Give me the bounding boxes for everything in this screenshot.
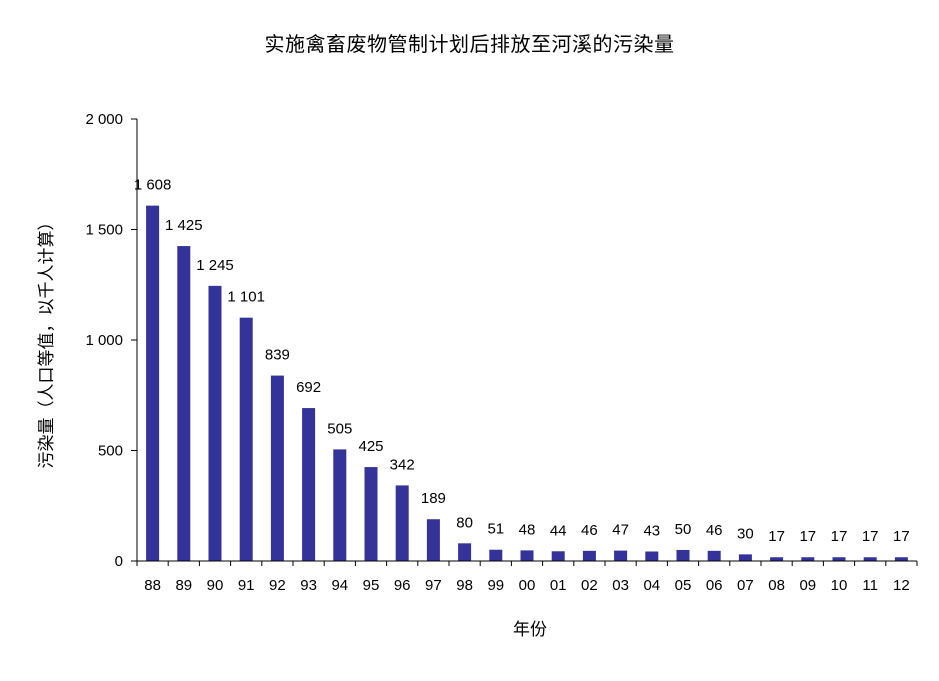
data-label: 1 245 (196, 257, 234, 274)
data-label: 17 (768, 528, 785, 545)
x-tick-label: 09 (799, 577, 816, 594)
data-label: 47 (612, 522, 629, 539)
x-tick-label: 10 (831, 577, 848, 594)
x-tick-label: 93 (300, 577, 317, 594)
y-tick-label: 500 (98, 443, 123, 460)
x-tick-label: 88 (144, 577, 161, 594)
x-tick-label: 94 (331, 577, 348, 594)
data-label: 80 (456, 514, 473, 531)
data-label: 1 101 (227, 289, 265, 306)
data-label: 17 (862, 528, 879, 545)
bar (208, 285, 222, 561)
bar (676, 549, 690, 561)
y-axis-title: 污染量（人口等值，以千人计算） (37, 214, 57, 469)
x-tick-label: 98 (456, 577, 473, 594)
x-tick-label: 89 (175, 577, 192, 594)
x-tick-label: 02 (581, 577, 598, 594)
x-tick-label: 05 (675, 577, 692, 594)
bar (832, 557, 846, 561)
bar (177, 246, 191, 561)
bar (302, 408, 316, 561)
bar (395, 485, 409, 561)
bar (364, 467, 378, 561)
bar (551, 551, 565, 561)
bar (801, 557, 815, 561)
x-axis: 88 89 90 91 92 93 94 95 96 97 98 99 00 01 02 03 04 05 06 07… (136, 560, 918, 594)
x-tick-label: 95 (363, 577, 380, 594)
data-label: 1 425 (165, 217, 203, 234)
bar (146, 205, 160, 561)
data-label: 17 (893, 528, 910, 545)
bar (270, 375, 284, 561)
bar (239, 317, 253, 561)
data-label: 51 (487, 521, 504, 538)
x-axis-title: 年份 (513, 620, 547, 640)
x-tick-label: 03 (612, 577, 629, 594)
bar (426, 519, 440, 561)
data-label: 839 (265, 347, 290, 364)
data-label: 17 (799, 528, 816, 545)
x-tick-label: 90 (207, 577, 224, 594)
data-label: 30 (737, 525, 754, 542)
bar (333, 449, 347, 561)
bar (458, 543, 472, 561)
y-tick-label: 0 (115, 553, 123, 570)
x-tick-label: 04 (643, 577, 660, 594)
data-label: 50 (675, 521, 692, 538)
bar (520, 550, 534, 561)
data-label: 189 (421, 490, 446, 507)
bar (489, 549, 503, 561)
x-tick-label: 07 (737, 577, 754, 594)
chart-title: 实施禽畜废物管制计划后排放至河溪的污染量 (264, 32, 675, 56)
x-tick-label: 11 (862, 577, 878, 594)
data-label: 43 (643, 522, 660, 539)
data-label: 46 (581, 522, 598, 539)
data-label: 505 (327, 420, 352, 437)
data-label: 46 (706, 522, 723, 539)
bar (738, 554, 752, 561)
x-tick-label: 01 (550, 577, 567, 594)
data-label: 342 (390, 456, 415, 473)
data-label: 17 (831, 528, 848, 545)
x-tick-label: 97 (425, 577, 442, 594)
x-tick-label: 91 (238, 577, 255, 594)
y-tick-label: 2 000 (85, 111, 123, 128)
x-tick-label: 96 (394, 577, 411, 594)
data-label: 48 (519, 521, 536, 538)
bar (614, 550, 628, 561)
y-axis: 0 500 1 000 1 500 2 000 (85, 111, 138, 570)
x-tick-label: 99 (487, 577, 504, 594)
bars: 1 608 1 425 1 245 1 101 839 692 505 425 342 189 80… (134, 177, 910, 561)
x-tick-label: 00 (519, 577, 536, 594)
x-tick-label: 12 (893, 577, 910, 594)
bar (707, 550, 721, 561)
data-label: 425 (358, 438, 383, 455)
data-label: 692 (296, 379, 321, 396)
data-label: 44 (550, 522, 567, 539)
y-tick-label: 1 500 (85, 222, 123, 239)
bar (582, 550, 596, 561)
y-tick-label: 1 000 (85, 332, 123, 349)
x-tick-label: 92 (269, 577, 286, 594)
x-tick-label: 08 (768, 577, 785, 594)
data-label: 1 608 (134, 177, 172, 194)
bar (894, 557, 908, 561)
bar (645, 551, 659, 561)
bar (770, 557, 784, 561)
x-tick-label: 06 (706, 577, 723, 594)
bar (863, 557, 877, 561)
